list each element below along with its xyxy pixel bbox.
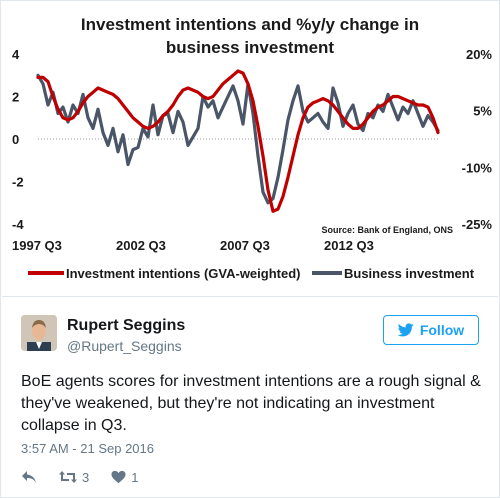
retweet-count: 3 [82, 469, 90, 485]
heart-icon [111, 470, 126, 484]
chart-title-line-1: Investment intentions and %y/y change in [81, 15, 419, 34]
follow-button[interactable]: Follow [383, 315, 479, 345]
right-tick-label: -10% [462, 160, 493, 175]
investment-chart: Investment intentions and %y/y change in… [12, 15, 493, 281]
right-tick-label: -25% [462, 217, 493, 232]
chart-legend: Investment intentions (GVA-weighted) Bus… [28, 266, 475, 281]
left-tick-label: -4 [12, 217, 24, 232]
series-line-investment-intentions [36, 69, 440, 213]
right-axis-ticks: 20% 5% -10% -25% [462, 47, 493, 232]
series-line-business-investment [36, 73, 440, 205]
retweet-button[interactable]: 3 [59, 470, 89, 485]
left-tick-label: 2 [12, 90, 19, 105]
right-tick-label: 20% [466, 47, 492, 62]
follow-label: Follow [419, 322, 465, 338]
x-tick-label: 1997 Q3 [12, 238, 62, 253]
user-name[interactable]: Rupert Seggins [67, 317, 186, 334]
x-tick-label: 2002 Q3 [116, 238, 166, 253]
avatar[interactable] [21, 315, 57, 351]
series-layer [36, 69, 440, 213]
user-handle[interactable]: @Rupert_Seggins [67, 338, 182, 354]
legend-label-business: Business investment [344, 266, 475, 281]
like-button[interactable]: 1 [111, 470, 138, 485]
reply-button[interactable] [21, 470, 37, 484]
left-tick-label: 0 [12, 132, 19, 147]
left-axis-ticks: 4 2 0 -2 -4 [12, 47, 24, 232]
tweet-header: Rupert Seggins @Rupert_Seggins Follow [21, 315, 481, 359]
legend-label-intentions: Investment intentions (GVA-weighted) [66, 266, 301, 281]
tweet-text: BoE agents scores for investment intenti… [21, 373, 481, 434]
chart-source: Source: Bank of England, ONS [321, 225, 453, 235]
chart-title-line-2: business investment [166, 38, 335, 57]
tweet-timestamp[interactable]: 3:57 AM - 21 Sep 2016 [21, 441, 154, 456]
tweet-actions: 3 1 [21, 467, 160, 487]
like-count: 1 [131, 469, 139, 485]
x-tick-label: 2012 Q3 [324, 238, 374, 253]
twitter-bird-icon [397, 323, 414, 337]
chart-image: Investment intentions and %y/y change in… [2, 2, 498, 297]
avatar-image [21, 315, 57, 351]
x-axis-ticks: 1997 Q3 2002 Q3 2007 Q3 2012 Q3 [12, 238, 374, 253]
reply-icon [22, 471, 36, 483]
x-tick-label: 2007 Q3 [220, 238, 270, 253]
left-tick-label: 4 [12, 47, 20, 62]
retweet-icon [59, 471, 77, 483]
right-tick-label: 5% [473, 104, 492, 119]
left-tick-label: -2 [12, 175, 24, 190]
